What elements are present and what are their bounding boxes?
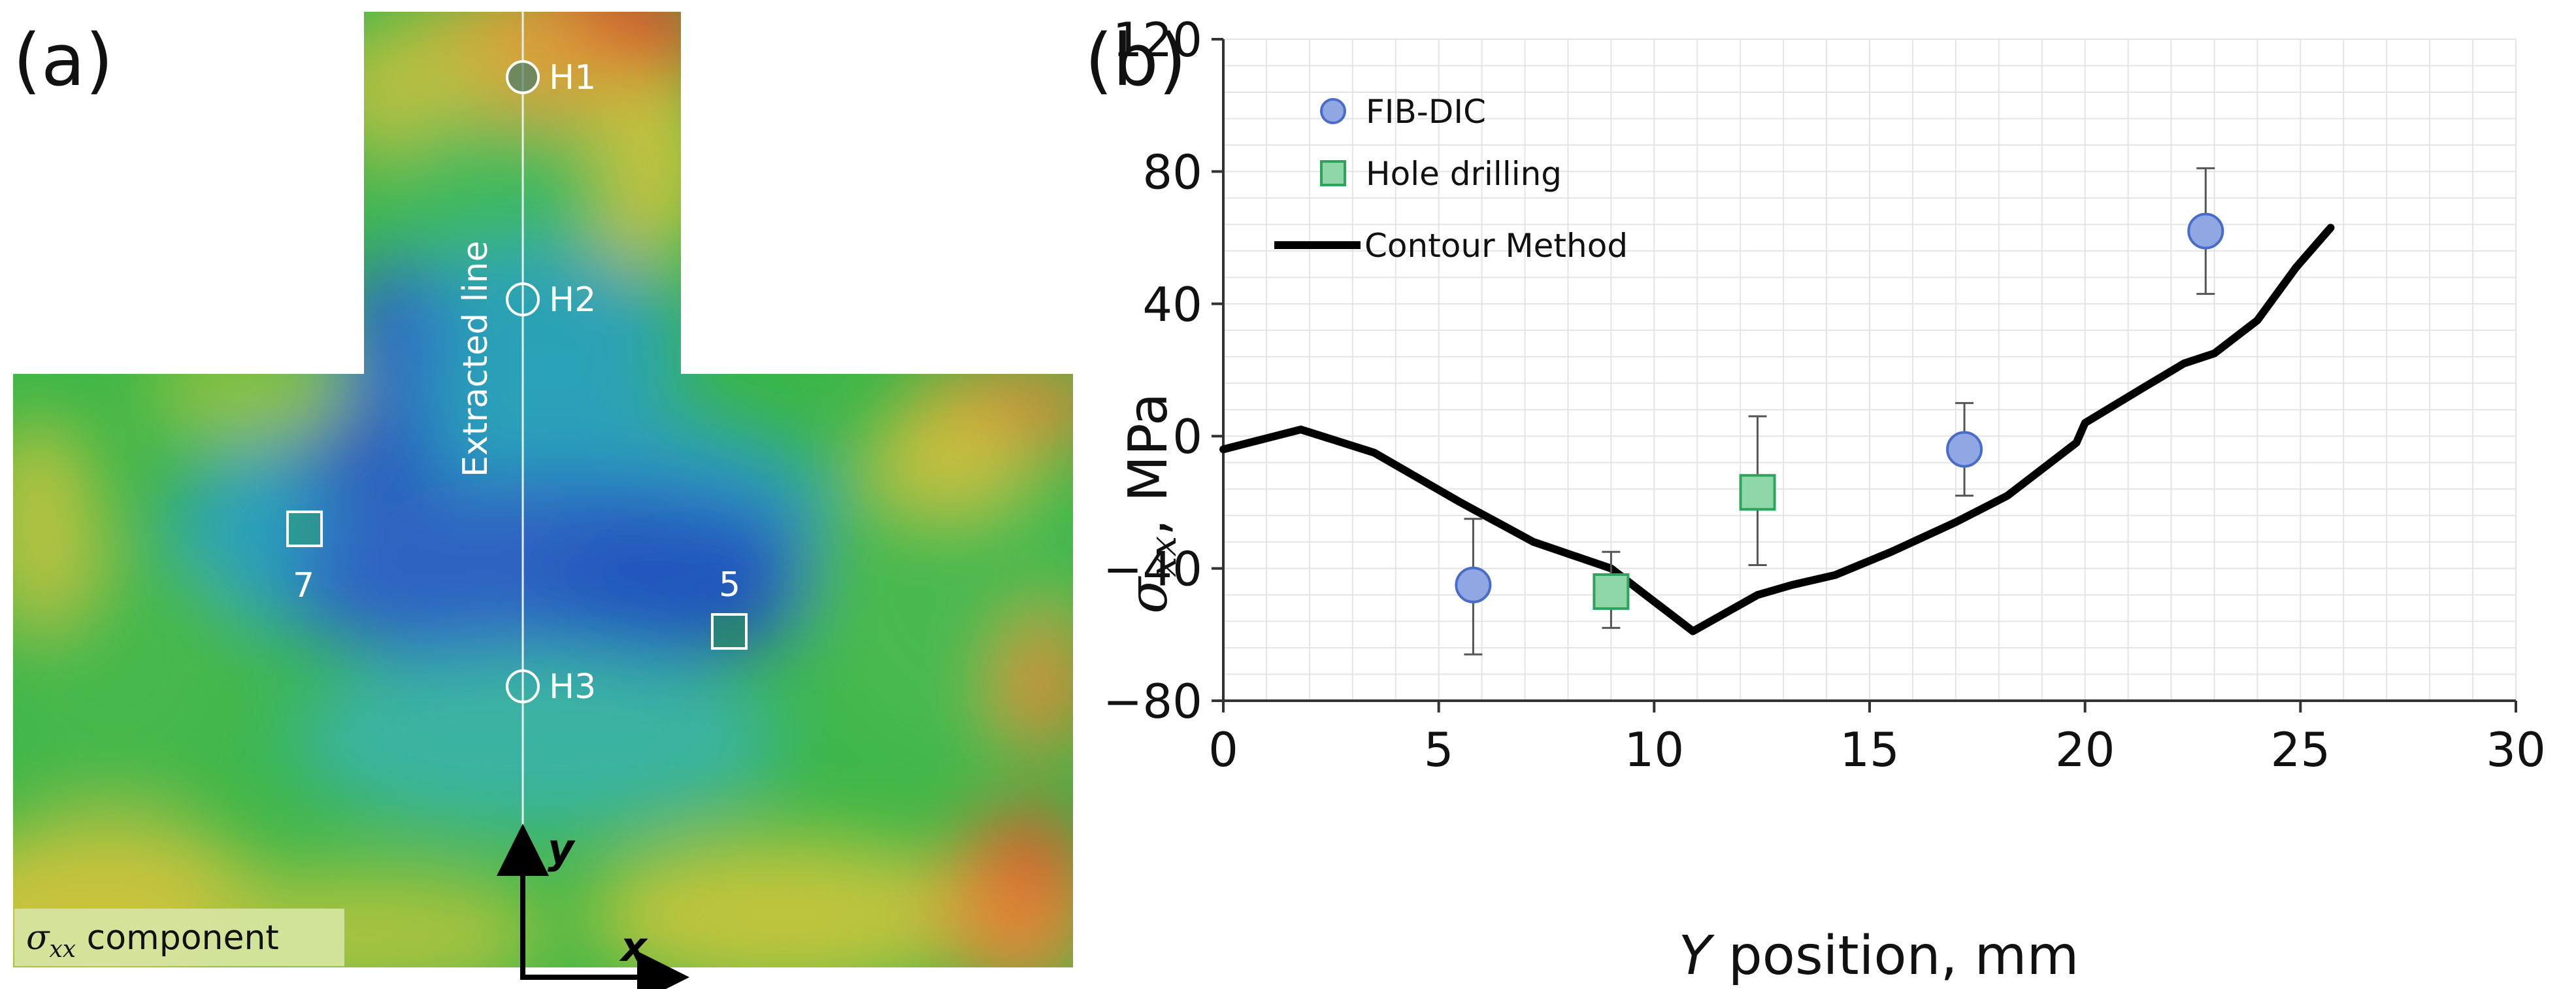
x-tick-label: 5	[1424, 722, 1454, 777]
axis-x-label: x	[619, 923, 648, 971]
legend-label: Hole drilling	[1366, 155, 1562, 193]
stress-map-panel: (a)	[13, 12, 1073, 989]
y-axis-title: σxx, MPa	[1117, 393, 1185, 614]
x-tick-label: 10	[1625, 722, 1685, 777]
hole-label-h3: H3	[549, 667, 596, 707]
drill-square-label-7: 7	[293, 566, 314, 605]
stress-profile-chart: (b) 0 5 10 15 20 25 30 −80 −40 0 40 80 120 FIB-DIC Ho…	[1085, 12, 2546, 987]
hole-label-h2: H2	[549, 280, 596, 320]
x-axis-title: Y position, mm	[1679, 925, 2079, 987]
axes	[1212, 38, 2517, 712]
panel-b-tag: (b)	[1085, 18, 1187, 102]
component-label-box	[14, 909, 344, 966]
drill-square-5	[711, 613, 748, 650]
component-label: σxx component	[26, 918, 279, 963]
x-tick-label: 30	[2486, 722, 2546, 777]
extracted-line-label: Extracted line	[456, 241, 495, 477]
y-tick-label: 40	[1142, 277, 1202, 332]
y-tick-label: 120	[1113, 12, 1202, 67]
tick-labels: 0 5 10 15 20 25 30 −80 −40 0 40 80 120	[1103, 12, 2546, 777]
drill-square-7	[286, 511, 323, 547]
legend-label: FIB-DIC	[1366, 93, 1486, 131]
y-tick-label: 0	[1172, 409, 1202, 464]
y-tick-label: 80	[1142, 144, 1202, 199]
fib-dic-point	[1946, 431, 1983, 468]
fib-dic-point	[1455, 566, 1492, 603]
hole-marker-h1	[506, 60, 540, 94]
legend-marker-fib-dic	[1320, 98, 1346, 124]
contour-method-line	[1219, 224, 2335, 635]
x-tick-label: 25	[2271, 722, 2331, 777]
legend: FIB-DIC Hole drilling Contour Method	[1274, 93, 1628, 265]
series	[1219, 167, 2335, 656]
legend-label: Contour Method	[1364, 227, 1628, 265]
drill-square-label-5: 5	[719, 565, 740, 605]
y-tick-label: −80	[1103, 674, 1202, 729]
hole-label-h1: H1	[549, 58, 596, 97]
hole-drilling-point	[1593, 573, 1630, 611]
fib-dic-point	[2187, 212, 2224, 250]
x-tick-label: 20	[2055, 722, 2115, 777]
hole-marker-h2	[506, 282, 540, 316]
grid	[1223, 39, 2517, 701]
panel-a-tag: (a)	[13, 18, 113, 102]
x-tick-label: 15	[1840, 722, 1900, 777]
hole-drilling-point	[1739, 474, 1776, 511]
hole-marker-h3	[506, 669, 540, 703]
stress-map	[13, 12, 1073, 967]
legend-marker-hole-drilling	[1320, 160, 1346, 186]
y-tick-label: −40	[1103, 542, 1202, 597]
axis-y-label: y	[548, 825, 576, 873]
x-tick-label: 0	[1208, 722, 1238, 777]
